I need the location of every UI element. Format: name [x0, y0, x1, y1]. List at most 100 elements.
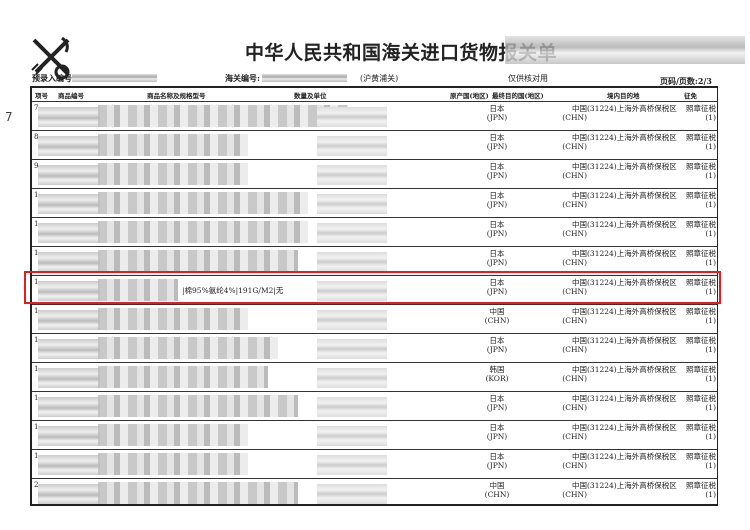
levy-code: (1)	[705, 171, 716, 180]
header-origin: 原产国(地区)	[450, 92, 489, 100]
table-row: 1 日本 (JPN) 中国 (CHN) (31224)上海外高桥保税区 照章征税 (1…	[32, 420, 717, 449]
item-number: 1	[34, 220, 39, 228]
header-levy: 征免	[684, 92, 697, 100]
origin-code: (JPN)	[486, 142, 508, 151]
table-row: 1 日本 (JPN) 中国 (CHN) (31224)上海外高桥保税区 照章征税 (1…	[32, 275, 717, 304]
origin-code: (JPN)	[486, 229, 508, 238]
origin-name: 日本	[489, 191, 505, 200]
verification-note: 仅供核对用	[508, 74, 548, 83]
levy-method: 照章征税 (1)	[672, 249, 716, 267]
levy-name: 照章征税	[686, 162, 716, 171]
header-destination: 最终目的国(地区)	[492, 92, 544, 100]
levy-method: 照章征税 (1)	[672, 191, 716, 209]
origin-code: (JPN)	[486, 403, 508, 412]
destination-country: 中国 (CHN)	[547, 452, 587, 470]
document-title: 中华人民共和国海关进口货物报关单	[245, 42, 558, 64]
redacted-commodity-name	[98, 337, 278, 359]
redacted-customs-no	[262, 74, 347, 82]
redacted-quantity	[317, 310, 387, 330]
redacted-commodity-name	[98, 279, 178, 301]
levy-code: (1)	[705, 316, 716, 325]
levy-name: 照章征税	[686, 133, 716, 142]
destination-code: (CHN)	[562, 142, 587, 151]
item-number: 1	[34, 394, 39, 402]
destination-code: (CHN)	[562, 171, 587, 180]
destination-name: 中国	[572, 249, 587, 258]
origin-country: 日本 (JPN)	[477, 220, 517, 238]
domestic-destination: (31224)上海外高桥保税区	[587, 162, 677, 171]
origin-code: (KOR)	[485, 374, 509, 383]
levy-name: 照章征税	[686, 249, 716, 258]
item-number: 1	[34, 365, 39, 373]
levy-name: 照章征税	[686, 365, 716, 374]
redacted-quantity	[317, 397, 387, 417]
redacted-quantity	[317, 136, 387, 156]
destination-code: (CHN)	[562, 374, 587, 383]
redacted-quantity	[317, 107, 387, 127]
destination-country: 中国 (CHN)	[547, 220, 587, 238]
goods-table: 项号 商品编号 商品名称及规格型号 数量及单位 原产国(地区) 最终目的国(地区…	[30, 86, 718, 506]
redacted-commodity-code	[38, 252, 100, 272]
redacted-commodity-code	[38, 165, 100, 185]
levy-method: 照章征税 (1)	[672, 133, 716, 151]
origin-country: 中国 (CHN)	[477, 481, 517, 499]
table-row: 1 中国 (CHN) 中国 (CHN) (31224)上海外高桥保税区 照章征税 (1…	[32, 304, 717, 333]
redacted-quantity	[317, 252, 387, 272]
levy-method: 照章征税 (1)	[672, 278, 716, 296]
origin-name: 中国	[489, 307, 505, 316]
redacted-quantity	[317, 368, 387, 388]
levy-method: 照章征税 (1)	[672, 394, 716, 412]
levy-method: 照章征税 (1)	[672, 452, 716, 470]
domestic-destination: (31224)上海外高桥保税区	[587, 191, 677, 200]
destination-code: (CHN)	[562, 113, 587, 122]
table-row: 1 日本 (JPN) 中国 (CHN) (31224)上海外高桥保税区 照章征税 (1…	[32, 391, 717, 420]
levy-method: 照章征税 (1)	[672, 162, 716, 180]
destination-name: 中国	[572, 133, 587, 142]
redacted-quantity	[317, 484, 387, 504]
table-row: 9 日本 (JPN) 中国 (CHN) (31224)上海外高桥保税区 照章征税 (1…	[32, 159, 717, 188]
redacted-commodity-name	[98, 105, 348, 127]
levy-name: 照章征税	[686, 452, 716, 461]
destination-country: 中国 (CHN)	[547, 394, 587, 412]
levy-name: 照章征税	[686, 336, 716, 345]
origin-name: 日本	[489, 336, 505, 345]
domestic-destination: (31224)上海外高桥保税区	[587, 394, 677, 403]
redacted-commodity-code	[38, 107, 100, 127]
destination-name: 中国	[572, 452, 587, 461]
handwritten-mark: 7	[5, 110, 13, 124]
item-number: 1	[34, 423, 39, 431]
redacted-pre-entry-no	[72, 74, 157, 82]
destination-country: 中国 (CHN)	[547, 423, 587, 441]
destination-name: 中国	[572, 394, 587, 403]
origin-country: 日本 (JPN)	[477, 191, 517, 209]
origin-code: (JPN)	[486, 171, 508, 180]
domestic-destination: (31224)上海外高桥保税区	[587, 365, 677, 374]
destination-name: 中国	[572, 307, 587, 316]
levy-code: (1)	[705, 490, 716, 499]
header-commodity-code: 商品编号	[58, 92, 84, 100]
item-number: 8	[34, 133, 39, 141]
table-row: 7 日本 (JPN) 中国 (CHN) (31224)上海外高桥保税区 照章征税 (1…	[32, 101, 717, 130]
levy-name: 照章征税	[686, 278, 716, 287]
domestic-destination: (31224)上海外高桥保税区	[587, 278, 677, 287]
destination-code: (CHN)	[562, 229, 587, 238]
redacted-commodity-name	[98, 134, 248, 156]
table-row: 1 日本 (JPN) 中国 (CHN) (31224)上海外高桥保税区 照章征税 (1…	[32, 333, 717, 362]
item-number: 1	[34, 191, 39, 199]
redacted-commodity-code	[38, 484, 100, 504]
domestic-destination: (31224)上海外高桥保税区	[587, 452, 677, 461]
destination-country: 中国 (CHN)	[547, 481, 587, 499]
origin-name: 中国	[489, 481, 505, 490]
redacted-quantity	[317, 455, 387, 475]
table-row: 1 日本 (JPN) 中国 (CHN) (31224)上海外高桥保税区 照章征税 (1…	[32, 188, 717, 217]
redacted-barcode	[505, 36, 745, 64]
levy-code: (1)	[705, 113, 716, 122]
domestic-destination: (31224)上海外高桥保税区	[587, 104, 677, 113]
origin-country: 韩国 (KOR)	[477, 365, 517, 383]
origin-country: 日本 (JPN)	[477, 423, 517, 441]
destination-code: (CHN)	[562, 200, 587, 209]
redacted-commodity-name	[98, 250, 298, 272]
origin-code: (JPN)	[486, 200, 508, 209]
redacted-commodity-name	[98, 163, 248, 185]
item-number: 2	[34, 481, 39, 489]
